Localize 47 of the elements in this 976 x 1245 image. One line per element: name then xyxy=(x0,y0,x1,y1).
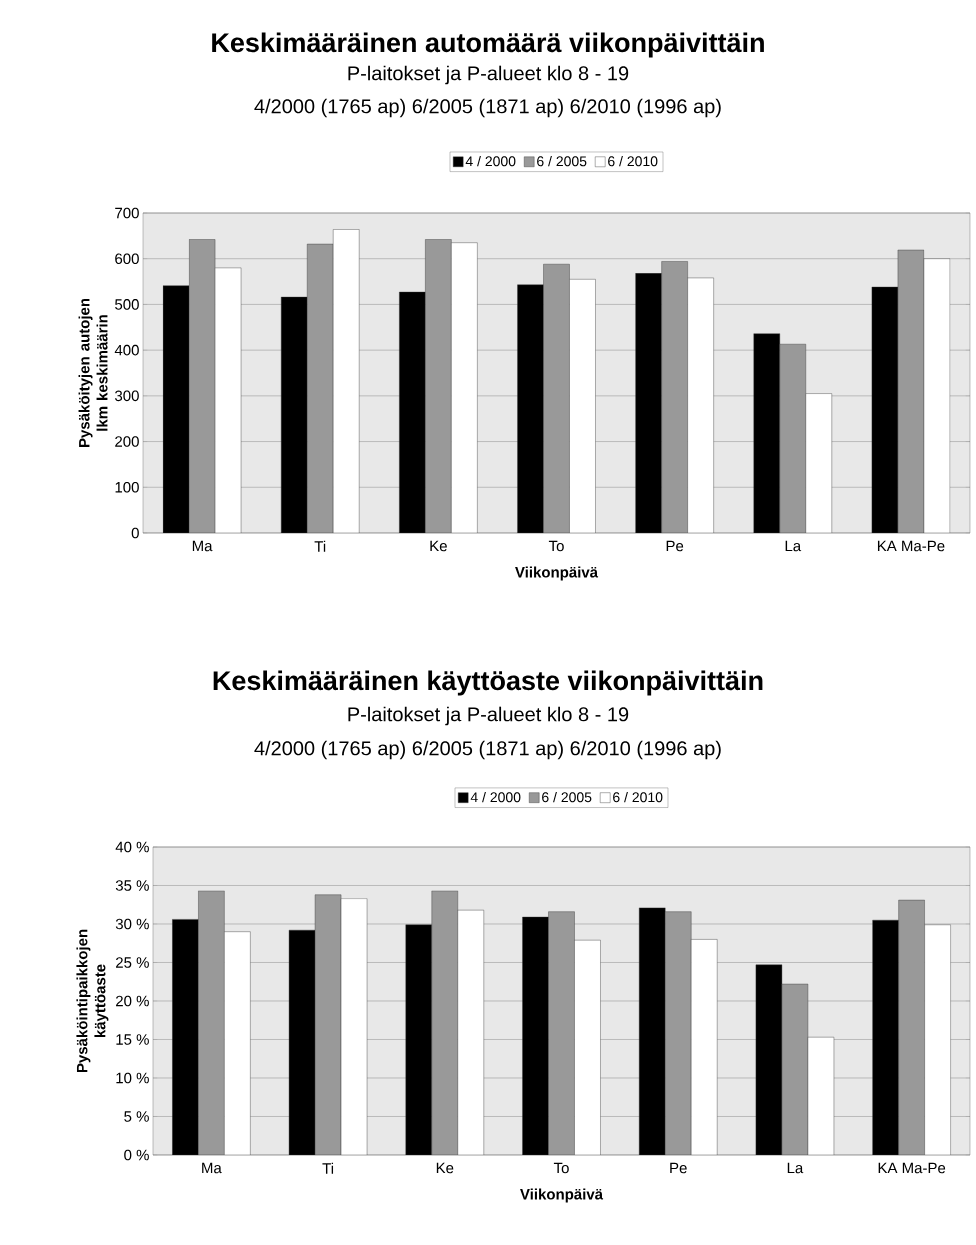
text: 4/2000 (1765 ap) 6/2005 (1871 ap) 6/2010 (1996 ap) xyxy=(254,740,721,760)
legend-label: 4 / 2000 xyxy=(465,155,516,167)
x-tick-label: To xyxy=(548,540,564,552)
y-tick-label: 0 xyxy=(131,527,139,539)
legend-label: 6 / 2010 xyxy=(608,155,658,167)
chart-title: Keskimääräinen automäärä viikonpäivittäin xyxy=(212,32,764,58)
x-tick-label: La xyxy=(787,1162,804,1174)
legend-label: 4 / 2000 xyxy=(470,791,521,803)
x-tick-label: Ke xyxy=(430,540,447,552)
y-tick-label: 10 % xyxy=(116,1072,149,1084)
x-tick-label: Ma xyxy=(192,540,213,552)
y-axis-title: Pysäköintipaikkojen käyttöaste xyxy=(76,929,109,1073)
x-tick-label: Ma xyxy=(202,1162,222,1174)
y-tick-label: 200 xyxy=(115,436,139,447)
legend-label: 6 / 2005 xyxy=(537,155,587,167)
chart-title: Keskimääräinen käyttöaste viikonpäivittäin xyxy=(213,670,763,696)
x-tick-label: Pe xyxy=(670,1162,687,1174)
y-tick-label: 300 xyxy=(115,390,139,402)
y-tick-label: 30 % xyxy=(115,918,149,930)
x-tick-label: La xyxy=(785,540,802,552)
y-axis-title: Pysäköityjen autojen lkm keskimäärin xyxy=(78,298,108,448)
y-tick-label: 0 % xyxy=(124,1149,149,1161)
chart-subtitle: P-laitokset ja P-alueet klo 8 - 19 xyxy=(348,65,629,85)
x-tick-label: KA Ma-Pe xyxy=(878,1162,946,1174)
y-tick-label: 25 % xyxy=(116,957,149,968)
y-tick-label: 35 % xyxy=(115,880,149,891)
legend-label: 6 / 2005 xyxy=(542,791,592,803)
legend-label: 6 / 2010 xyxy=(613,791,663,803)
x-tick-label: Pe xyxy=(666,540,684,552)
x-tick-label: Ti xyxy=(314,540,326,552)
x-tick-label: Ke xyxy=(436,1162,454,1174)
x-tick-label: To xyxy=(553,1162,569,1174)
y-tick-label: 500 xyxy=(115,299,139,310)
y-tick-label: 700 xyxy=(115,207,139,219)
y-tick-label: 600 xyxy=(115,253,139,265)
y-tick-label: 20 % xyxy=(116,995,149,1007)
x-tick-label: Ti xyxy=(322,1162,334,1174)
y-tick-label: 15 % xyxy=(116,1034,149,1045)
y-tick-label: 5 % xyxy=(124,1111,149,1122)
x-tick-label: KA Ma-Pe xyxy=(877,540,945,552)
x-axis-title: Viikonpäivä xyxy=(515,566,599,581)
chart-subtitle: P-laitokset ja P-alueet klo 8 - 19 xyxy=(348,706,629,726)
y-tick-label: 400 xyxy=(114,344,139,356)
y-tick-label: 100 xyxy=(115,481,139,493)
y-tick-label: 40 % xyxy=(115,841,149,853)
x-axis-title: Viikonpäivä xyxy=(520,1188,604,1203)
text: 4/2000 (1765 ap) 6/2005 (1871 ap) 6/2010 (1996 ap) xyxy=(254,98,721,118)
